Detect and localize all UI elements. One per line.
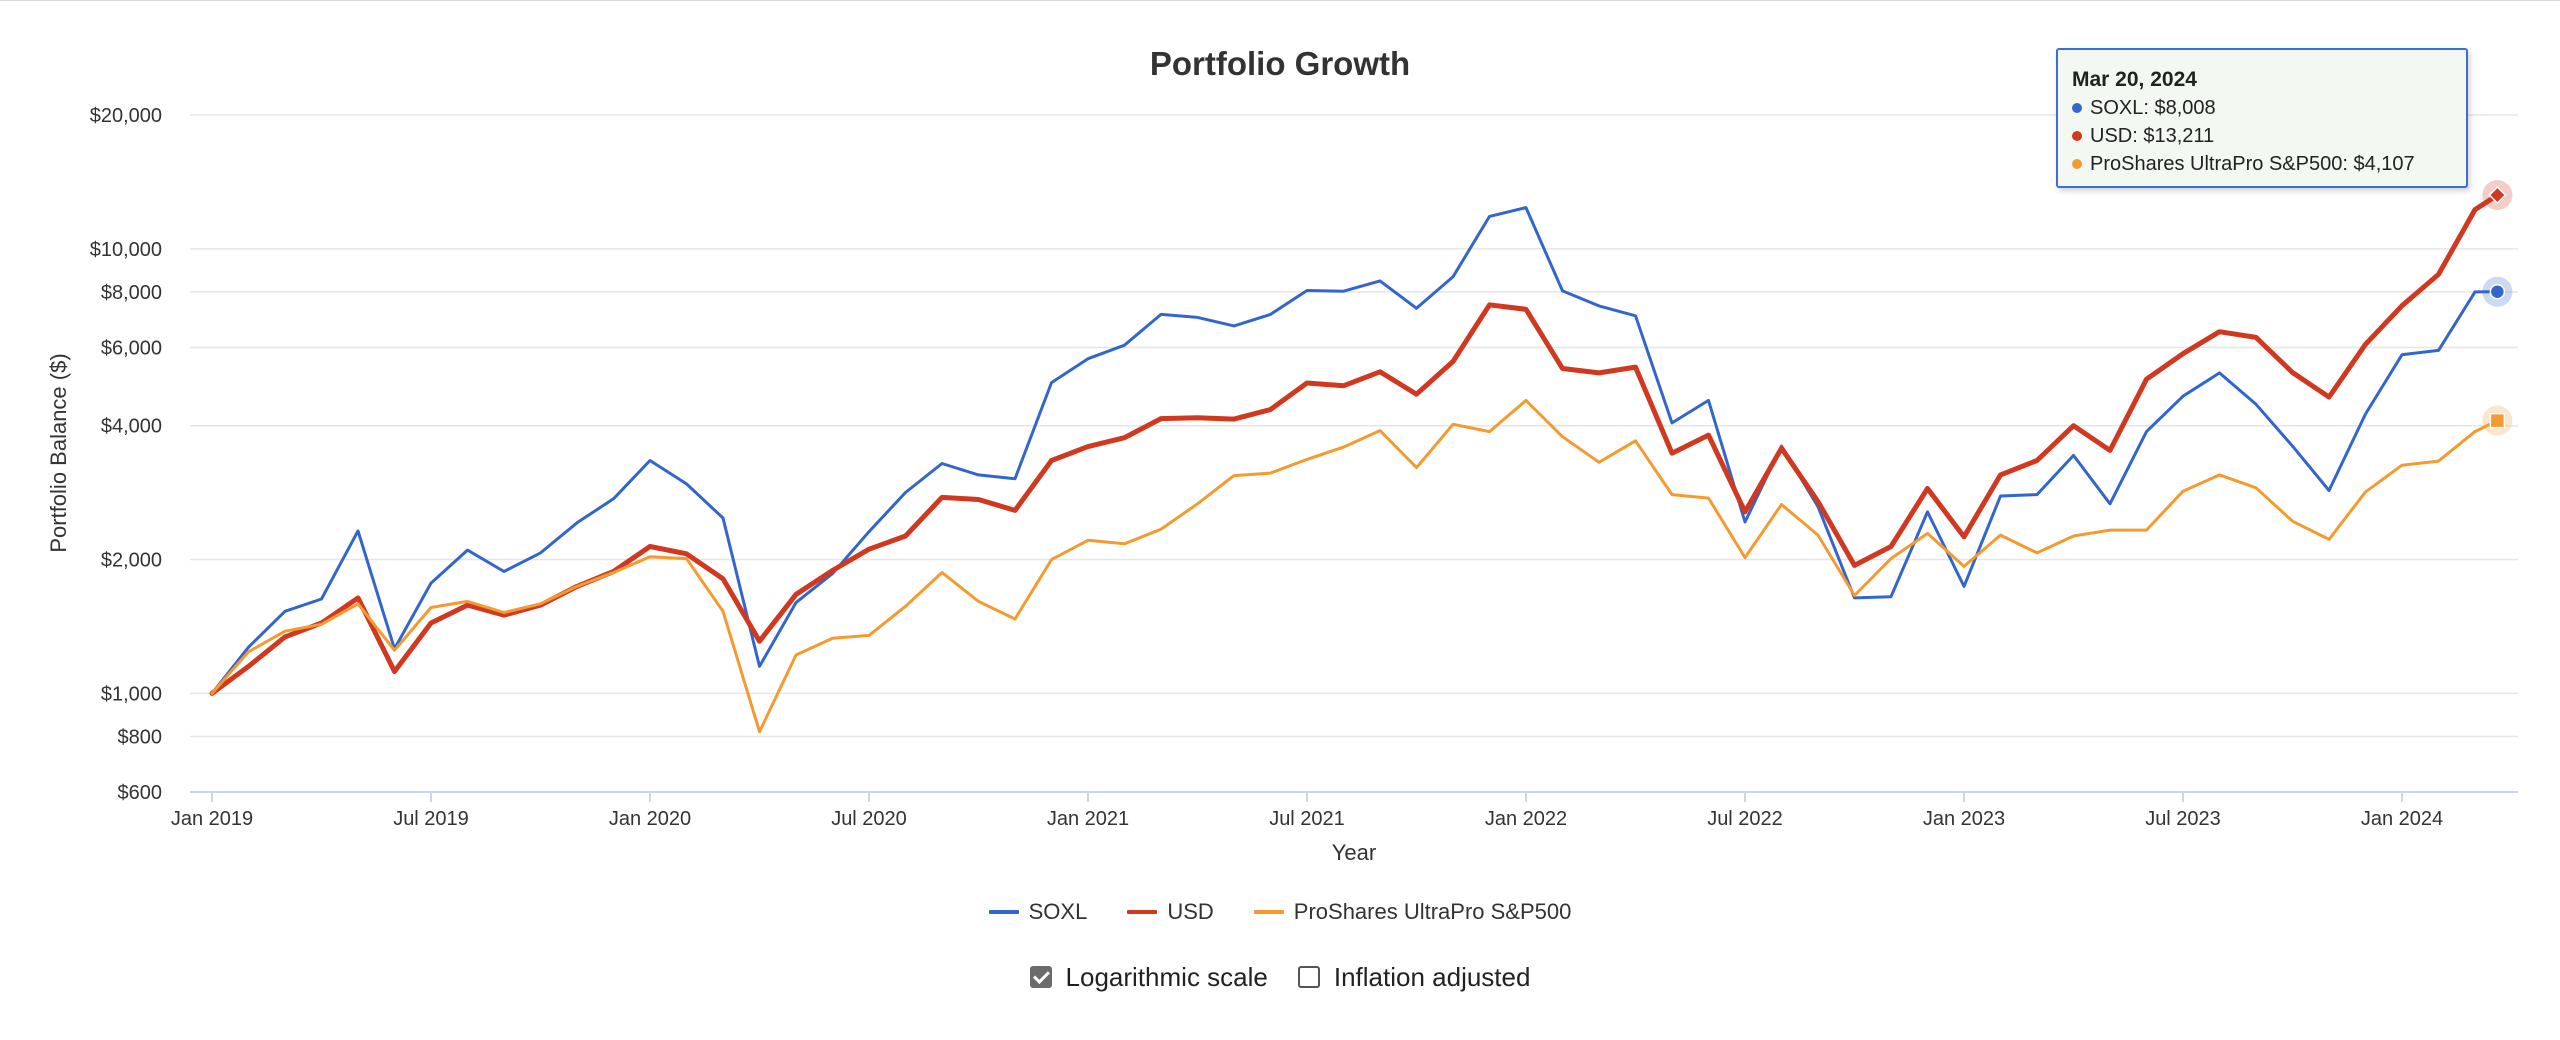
y-tick-label: $1,000 [101, 683, 162, 705]
inflation-adjusted-checkbox[interactable] [1297, 966, 1320, 988]
chart-tooltip: Mar 20, 2024 SOXL: $8,008 USD: $13,211 P… [2056, 48, 2468, 188]
x-tick-label: Jul 2022 [1707, 808, 1783, 830]
hover-marker-usd [2488, 186, 2507, 205]
tooltip-dot-soxl [2072, 103, 2082, 113]
inflation-adjusted-option[interactable]: Inflation adjusted [1297, 961, 1531, 993]
x-tick-label: Jul 2023 [2145, 808, 2221, 830]
y-tick-label: $2,000 [101, 550, 162, 572]
tooltip-dot-upro [2072, 159, 2082, 169]
y-tick-label: $10,000 [90, 239, 162, 261]
series-line-soxl[interactable] [210, 206, 2499, 695]
y-tick-label: $8,000 [101, 282, 162, 304]
legend-swatch-upro [1253, 910, 1284, 914]
hover-marker-soxl [2489, 283, 2506, 300]
x-tick-label: Jan 2022 [1485, 808, 1567, 830]
tooltip-text-usd: USD: $13,211 [2090, 125, 2215, 147]
legend-label-soxl: SOXL [1028, 899, 1088, 924]
legend-item-usd[interactable]: USD [1127, 899, 1214, 925]
chart-title: Portfolio Growth [1150, 45, 1410, 82]
y-tick-label: $600 [118, 782, 163, 804]
legend-swatch-soxl [988, 910, 1019, 914]
y-tick-label: $6,000 [101, 337, 162, 359]
tooltip-date: Mar 20, 2024 [2072, 68, 2197, 91]
x-tick-label: Jul 2019 [393, 808, 469, 830]
y-tick-label: $800 [118, 726, 163, 748]
tooltip-row-upro: ProShares UltraPro S&P500: $4,107 [2072, 150, 2452, 178]
tooltip-row-soxl: SOXL: $8,008 [2072, 94, 2452, 122]
x-tick-label: Jan 2021 [1047, 808, 1129, 830]
y-axis-title: Portfolio Balance ($) [46, 353, 71, 552]
log-scale-label: Logarithmic scale [1065, 961, 1268, 992]
x-axis-title: Year [1332, 840, 1376, 865]
x-tick-label: Jan 2023 [1923, 808, 2005, 830]
legend-item-soxl[interactable]: SOXL [988, 899, 1088, 925]
x-tick-label: Jan 2020 [609, 808, 691, 830]
top-divider [0, 0, 2560, 1]
legend-label-usd: USD [1167, 899, 1214, 924]
legend-swatch-usd [1127, 910, 1158, 914]
x-tick-label: Jan 2019 [171, 808, 253, 830]
legend-label-upro: ProShares UltraPro S&P500 [1293, 899, 1572, 924]
tooltip-text-upro: ProShares UltraPro S&P500: $4,107 [2090, 153, 2415, 175]
log-scale-checkbox[interactable] [1029, 966, 1052, 988]
y-tick-label: $20,000 [90, 105, 162, 127]
hover-marker-upro [2489, 412, 2506, 429]
tooltip-row-usd: USD: $13,211 [2072, 122, 2452, 150]
legend-item-upro[interactable]: ProShares UltraPro S&P500 [1253, 899, 1572, 925]
y-tick-label: $4,000 [101, 416, 162, 438]
chart-options: Logarithmic scale Inflation adjusted [0, 955, 2560, 999]
x-tick-label: Jul 2021 [1269, 808, 1345, 830]
x-tick-label: Jul 2020 [831, 808, 907, 830]
series-line-upro[interactable] [210, 398, 2499, 734]
chart-canvas: Portfolio Growth $600 $800 $1,000 $2,000 $4,0… [46, 45, 2518, 865]
chart-legend: SOXL USD ProShares UltraPro S&P500 [0, 892, 2560, 932]
series-line-usd[interactable] [209, 192, 2500, 696]
inflation-adjusted-label: Inflation adjusted [1333, 961, 1531, 992]
x-tick-label: Jan 2024 [2361, 808, 2443, 830]
tooltip-dot-usd [2072, 131, 2082, 141]
tooltip-text-soxl: SOXL: $8,008 [2090, 97, 2216, 119]
log-scale-option[interactable]: Logarithmic scale [1029, 961, 1268, 993]
